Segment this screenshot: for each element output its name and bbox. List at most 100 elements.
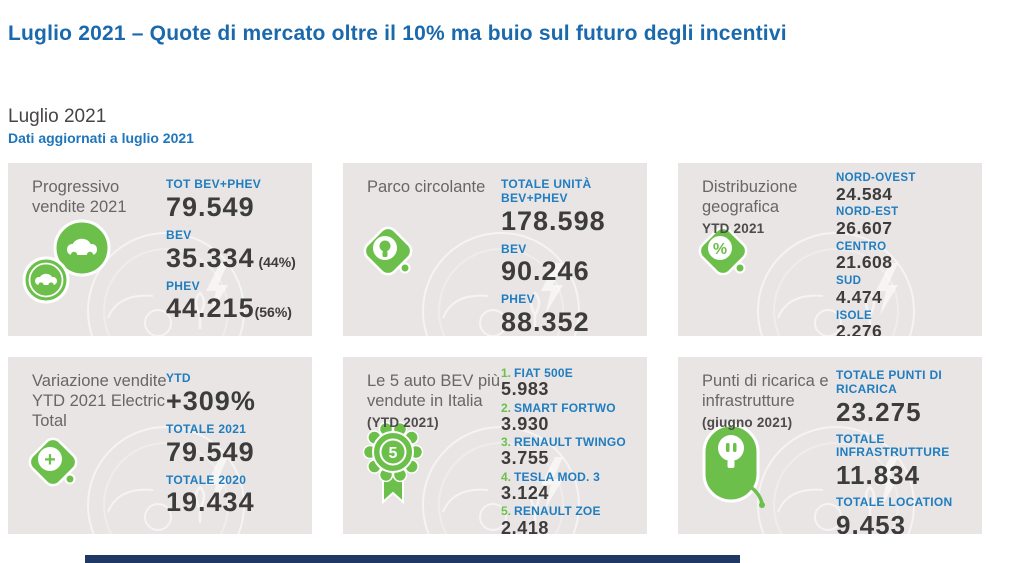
stat: ISOLE 2.276 (836, 310, 982, 336)
stat-label: RENAULT TWINGO (514, 435, 626, 450)
stat-value: 88.352 (501, 307, 590, 336)
stat-label: TOTALE INFRASTRUTTURE (836, 431, 950, 460)
stat-label: PHEV (166, 278, 200, 293)
stat-label: TOT BEV+PHEV (166, 177, 262, 191)
card-progressivo-vendite: Progressivo vendite 2021 (8, 163, 312, 336)
stat: TOTALE PUNTI DI RICARICA 23.275 (836, 368, 982, 427)
stat-value: 3.930 (501, 413, 550, 434)
stat: TOTALE UNITÀ BEV+PHEV 178.598 (501, 177, 647, 236)
stat-value: +309% (166, 385, 256, 416)
stat-value: 23.275 (836, 396, 922, 427)
stat-label: PHEV (501, 292, 535, 307)
card-title: Distribuzione geografica (702, 178, 798, 216)
ranked-stat: 3. RENAULT TWINGO 3.755 (501, 436, 647, 468)
stat-value: 178.598 (501, 205, 606, 236)
stat-value: 3.755 (501, 448, 550, 469)
ev-car-watermark-icon (748, 223, 923, 336)
rank-number: 5. (501, 504, 512, 519)
stats: TOT BEV+PHEV 79.549 BEV 35.334 (44%) PHE… (166, 177, 312, 330)
bulb-tag-icon (355, 218, 425, 295)
card-head: Punti di ricarica e infrastrutture (giug… (702, 372, 844, 430)
stat-number: 35.334 (166, 242, 255, 273)
percent-glyph: % (713, 241, 727, 258)
stat-value: 35.334 (44%) (166, 242, 312, 273)
stat: TOT BEV+PHEV 79.549 (166, 177, 312, 222)
plus-tag-icon: + (20, 429, 90, 506)
ranked-stat: 2. SMART FORTWO 3.930 (501, 401, 647, 434)
ranked-stat: 1. FIAT 500E 5.983 (501, 366, 647, 399)
card-title: Parco circolante (367, 178, 486, 196)
stat-value: 19.434 (166, 487, 255, 518)
stats: YTD +309% TOTALE 2021 79.549 TOTALE 2020… (166, 371, 312, 524)
stat-value: 90.246 (501, 256, 590, 287)
stat: BEV 35.334 (44%) (166, 227, 312, 273)
card-subtitle: (YTD 2021) (367, 414, 439, 430)
card-head: Distribuzione geografica YTD 2021 (702, 178, 844, 236)
ev-car-watermark-icon (78, 223, 253, 336)
footer-bar (85, 555, 740, 563)
card-title: Progressivo vendite 2021 (32, 178, 127, 216)
stat-value: 24.584 (836, 183, 893, 204)
stat-label: BEV (501, 241, 527, 256)
section-subheading: Dati aggiornati a luglio 2021 (8, 130, 194, 146)
stat: TOTALE 2020 19.434 (166, 472, 312, 518)
stat-label: NORD-EST (836, 206, 899, 219)
stat-label: SUD (836, 275, 862, 288)
stat-value: 21.608 (836, 252, 893, 273)
stat-number: 44.215 (166, 293, 255, 324)
ev-car-watermark-icon (413, 223, 588, 336)
stat-label: YTD (166, 371, 191, 385)
ranked-stat: 5. RENAULT ZOE 2.418 (501, 505, 647, 534)
card-distribuzione-geografica: Distribuzione geografica YTD 2021 % (678, 163, 982, 336)
stat-suffix: (44%) (254, 253, 296, 270)
stat-label-row: 5. RENAULT ZOE (501, 505, 647, 518)
stat: PHEV 88.352 (501, 293, 647, 336)
card-head: Parco circolante (367, 178, 509, 198)
plus-glyph: + (44, 449, 56, 471)
stat-value: 4.474 (836, 286, 883, 307)
stat: PHEV 44.215(56%) (166, 278, 312, 323)
stat-label: TOTALE 2020 (166, 472, 247, 487)
stat: TOTALE INFRASTRUTTURE 11.834 (836, 431, 982, 488)
card-parco-circolante: Parco circolante (343, 163, 647, 336)
stat-label-row: 3. RENAULT TWINGO (501, 436, 647, 449)
stat-label: TOTALE 2021 (166, 421, 247, 436)
ranked-stat: 4. TESLA MOD. 3 3.124 (501, 469, 647, 503)
stat: SUD 4.474 (836, 275, 982, 307)
card-subtitle: (giugno 2021) (702, 414, 793, 430)
stat-label: RENAULT ZOE (514, 504, 601, 519)
stat-label: ISOLE (836, 309, 873, 322)
stat: CENTRO 21.608 (836, 241, 982, 273)
stat-number: 79.549 (166, 191, 255, 222)
stat-label: TESLA MOD. 3 (514, 469, 600, 484)
stat-label: BEV (166, 227, 192, 242)
stat-value: 2.418 (501, 517, 550, 534)
ev-car-watermark-icon (78, 417, 253, 534)
card-head: Progressivo vendite 2021 (32, 178, 174, 218)
stat: NORD-OVEST 24.584 (836, 172, 982, 204)
stat-value: 9.453 (836, 509, 907, 534)
stat-value: 79.549 (166, 436, 255, 467)
percent-tag-icon: % (690, 218, 760, 295)
card-top5-bev: Le 5 auto BEV più vendute in Italia (YTD… (343, 357, 647, 534)
charging-station-icon (694, 419, 794, 529)
stat-label-row: 1. FIAT 500E (501, 366, 647, 380)
rank-number: 1. (501, 366, 512, 380)
ev-car-watermark-icon (413, 417, 588, 534)
section-heading: Luglio 2021 (8, 106, 107, 127)
stats: TOTALE UNITÀ BEV+PHEV 178.598 BEV 90.246… (501, 177, 647, 336)
stat: TOTALE LOCATION 9.453 (836, 495, 982, 534)
stat: BEV 90.246 (501, 241, 647, 287)
stat: YTD +309% (166, 371, 312, 416)
award-rosette-icon: 5 (355, 412, 440, 517)
stat-label: CENTRO (836, 240, 887, 253)
rank-5-glyph: 5 (389, 445, 398, 462)
two-cars-badge-icon (20, 218, 120, 318)
stat-value: 44.215(56%) (166, 295, 312, 322)
ev-car-watermark-icon (748, 417, 923, 534)
stat: TOTALE 2021 79.549 (166, 421, 312, 467)
stats: NORD-OVEST 24.584 NORD-EST 26.607 CENTRO… (836, 172, 982, 336)
card-title: Punti di ricarica e infrastrutture (702, 372, 829, 410)
stat: NORD-EST 26.607 (836, 206, 982, 238)
stat-suffix: (56%) (254, 304, 292, 321)
